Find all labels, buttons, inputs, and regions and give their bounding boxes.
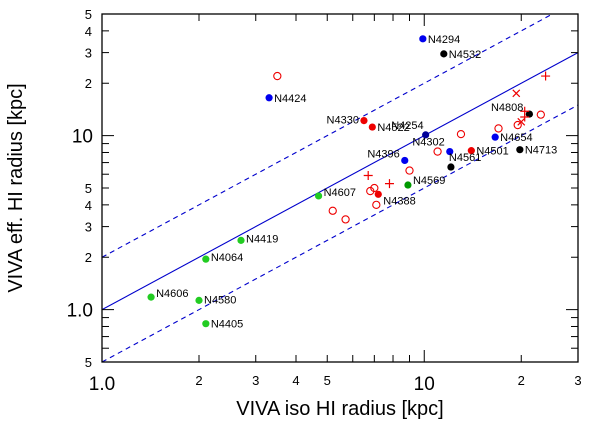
plus-point [520, 112, 530, 122]
y-tick-label: 5 [85, 355, 92, 370]
open-circle-point [372, 200, 381, 210]
axis-ticks: 1.0 2 3 4 5 10 2 3 5 1.0 2 3 4 5 10 2 3 4 5 [67, 7, 582, 395]
point-label-n4607: N4607 [324, 187, 356, 199]
point-label-n4396: N4396 [367, 148, 399, 160]
point-label-n4419: N4419 [246, 233, 278, 245]
point-label-n4388: N4388 [383, 195, 415, 207]
plus-point [384, 179, 394, 189]
x-tick-label: 3 [574, 373, 581, 388]
reference-line-dashed-1 [102, 14, 554, 258]
y-tick-label: 2 [85, 76, 92, 91]
reference-line-solid-0 [102, 52, 578, 311]
point-label-n4713: N4713 [525, 145, 557, 157]
point-N4064 [202, 255, 210, 263]
y-tick-label: 4 [85, 24, 92, 39]
y-tick-label: 4 [85, 198, 92, 213]
point-N4424 [265, 94, 273, 102]
point-label-n4808: N4808 [491, 102, 523, 114]
point-label-n4064: N4064 [211, 252, 243, 264]
y-tick-label: 5 [85, 7, 92, 22]
point-N4501 [467, 147, 475, 155]
open-circle-point [536, 110, 545, 119]
point-N4713 [516, 146, 524, 154]
y-axis-label: VIVA eff. HI radius [kpc] [5, 83, 27, 292]
open-circle-point [273, 71, 282, 81]
x-tick-label: 2 [518, 373, 525, 388]
open-circle-point [341, 215, 350, 224]
point-label-n4654: N4654 [500, 132, 532, 144]
x-tick-label: 10 [414, 374, 435, 395]
x-tick-label: 1.0 [89, 374, 115, 395]
plus-point [363, 170, 373, 180]
point-label-n4569: N4569 [413, 175, 445, 187]
point-N4302 [446, 147, 454, 156]
x-tick-label: 3 [252, 373, 259, 388]
point-N4532 [440, 50, 448, 58]
point-N4607 [314, 192, 323, 200]
reference-line-dashed-2 [102, 104, 578, 362]
plot-frame [101, 13, 579, 363]
point-N4396 [401, 156, 409, 165]
point-label-n4580: N4580 [204, 294, 236, 306]
point-label-n4302: N4302 [412, 137, 444, 149]
point-label-n4330: N4330 [327, 115, 359, 127]
point-label-n4294: N4294 [428, 34, 460, 46]
point-N4561 [447, 163, 455, 171]
y-tick-label: 3 [85, 220, 92, 235]
x-axis-label: VIVA iso HI radius [kpc] [236, 398, 444, 420]
open-circle-point [433, 147, 442, 156]
open-circle-point [456, 129, 466, 139]
open-circle-point [513, 120, 522, 130]
x-tick-label: 2 [195, 373, 202, 388]
point-label-n4424: N4424 [274, 93, 306, 105]
point-N4522 [368, 123, 376, 131]
point-N4606 [147, 293, 155, 301]
y-tick-label: 10 [72, 127, 93, 148]
cross-point [517, 117, 526, 126]
point-N4569 [404, 181, 412, 189]
point-label-n4561: N4561 [449, 152, 481, 164]
open-circle-point [494, 124, 503, 133]
y-tick-label: 5 [85, 181, 92, 196]
data-points [147, 35, 551, 328]
point-label-n4501: N4501 [476, 146, 508, 158]
point-label-n4522: N4522 [377, 122, 409, 134]
open-circle-point [405, 166, 414, 175]
point-label-n4405: N4405 [211, 319, 243, 331]
point-N4330 [360, 116, 368, 125]
point-N4808 [525, 110, 534, 118]
point-label-n4532: N4532 [449, 49, 481, 61]
point-N4294 [419, 35, 427, 43]
open-circle-point [328, 206, 337, 215]
point-N4254 [422, 131, 430, 139]
y-tick-label: 1.0 [67, 301, 93, 322]
cross-point [512, 89, 521, 98]
point-N4580 [195, 296, 203, 304]
point-N4654 [491, 133, 499, 141]
open-circle-point [370, 183, 379, 193]
point-N4419 [237, 236, 245, 244]
point-N4388 [374, 190, 382, 198]
x-tick-label: 4 [292, 373, 299, 388]
point-label-n4254: N4254 [391, 120, 423, 132]
point-N4405 [202, 320, 210, 328]
point-labels: N4294 N4532 N4424 N4330 N4522 N4808 N4254 N4654… [156, 34, 557, 331]
reference-lines [102, 14, 578, 362]
x-tick-label: 5 [324, 373, 331, 388]
y-tick-label: 3 [85, 46, 92, 61]
plus-point [541, 71, 551, 81]
y-tick-label: 2 [85, 250, 92, 265]
point-label-n4606: N4606 [156, 288, 188, 300]
